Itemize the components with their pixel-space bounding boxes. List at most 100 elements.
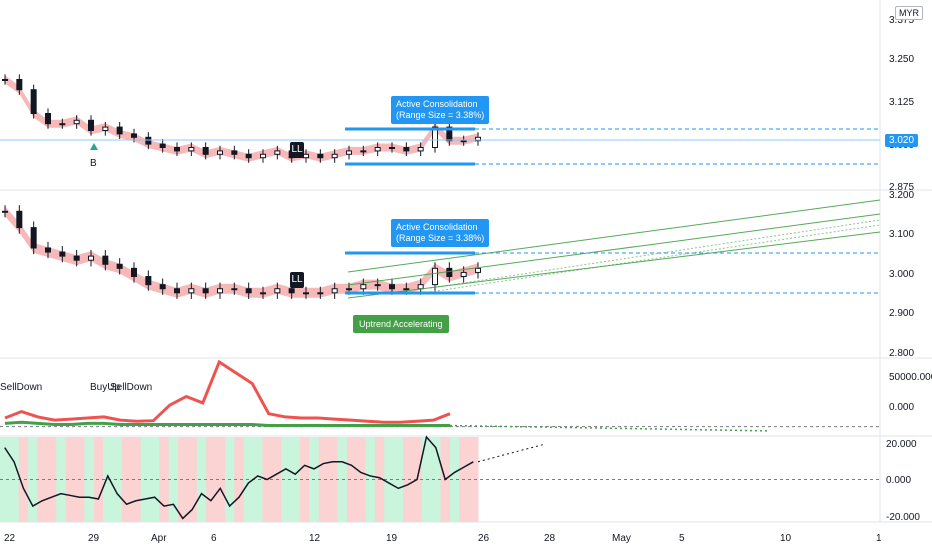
- x-axis-label: Apr: [151, 533, 167, 544]
- x-axis-label: 5: [679, 533, 685, 544]
- candle-body: [331, 288, 338, 294]
- osc-tick-label: -20.000: [886, 512, 920, 523]
- osc-bg-bar: [46, 437, 57, 522]
- currency-badge[interactable]: MYR: [895, 6, 923, 20]
- candle-body: [245, 153, 252, 159]
- candle-body: [145, 136, 152, 145]
- osc-bg-bar: [65, 437, 76, 522]
- candle-body: [45, 247, 51, 253]
- candle-body: [217, 288, 223, 294]
- flow-label: BuyUp: [90, 382, 120, 393]
- osc-bg-bar: [0, 437, 10, 522]
- uptrend-callout: Uptrend Accelerating: [353, 315, 449, 333]
- candle-body: [303, 153, 309, 159]
- price-tick-label: 2.875: [889, 182, 914, 193]
- x-axis-label: 1: [876, 533, 882, 544]
- candle-body: [446, 267, 453, 278]
- candle-body: [131, 267, 137, 278]
- candle-body: [2, 210, 8, 213]
- price-tick-label: 3.375: [889, 15, 914, 26]
- osc-bg-bar: [253, 437, 263, 522]
- candle-body: [460, 271, 467, 277]
- osc-bg-bar: [403, 437, 413, 522]
- price-tick-label: 3.200: [889, 190, 914, 201]
- ll-marker-bottom: LL: [290, 272, 304, 288]
- candle-body: [188, 147, 195, 152]
- candle-body: [475, 136, 481, 142]
- osc-bg-bar: [131, 437, 142, 522]
- candle-body: [45, 113, 51, 125]
- osc-bg-bar: [431, 437, 442, 522]
- volume-tick-label: 0.000: [889, 402, 914, 413]
- candle-body: [59, 251, 66, 257]
- candle-body: [2, 79, 8, 81]
- buy-marker-icon: [90, 143, 98, 150]
- trend-channel-line: [429, 224, 881, 293]
- osc-bg-bar: [196, 437, 207, 522]
- candle-body: [116, 126, 123, 135]
- candle-body: [303, 292, 309, 295]
- candle-body: [30, 227, 37, 249]
- x-axis-label: 12: [309, 533, 321, 544]
- price-tick-label: 3.100: [889, 229, 914, 240]
- candle-body: [131, 133, 137, 138]
- last-price-tag: 3.020: [885, 134, 919, 147]
- x-axis-label: May: [612, 533, 631, 544]
- candle-body: [432, 126, 438, 148]
- callout-line2: (Range Size = 3.38%): [396, 110, 485, 120]
- candle-body: [360, 150, 367, 153]
- candle-body: [317, 292, 324, 295]
- candle-body: [360, 284, 367, 290]
- x-axis-label: 10: [780, 533, 792, 544]
- volume-projection: [449, 424, 771, 432]
- candle-body: [389, 284, 395, 290]
- candle-body: [446, 126, 453, 142]
- callout-line1: Active Consolidation: [396, 99, 478, 109]
- osc-bg-bar: [318, 437, 329, 522]
- candle-body: [188, 288, 195, 294]
- osc-bg-bar: [449, 437, 460, 522]
- candle-body: [88, 255, 94, 261]
- osc-tick-label: 0.000: [886, 475, 911, 486]
- consolidation-callout-top: Active Consolidation (Range Size = 3.38%…: [391, 96, 490, 124]
- candle-body: [403, 147, 410, 152]
- candle-body: [16, 79, 23, 91]
- trend-channel-line: [347, 199, 881, 273]
- osc-bg-bar: [384, 437, 395, 522]
- osc-bg-bar: [149, 437, 160, 522]
- callout-line2: (Range Size = 3.38%): [396, 233, 485, 243]
- candle-body: [274, 288, 281, 294]
- callout-line1: Active Consolidation: [396, 222, 478, 232]
- ma-band-bottom: [5, 206, 478, 298]
- candle-body: [374, 284, 381, 287]
- buy-marker-label: B: [90, 158, 97, 169]
- osc-bg-bar: [299, 437, 310, 522]
- candle-body: [59, 123, 66, 126]
- candle-body: [217, 150, 223, 155]
- price-tick-label: 3.250: [889, 54, 914, 65]
- candle-body: [245, 288, 252, 294]
- osc-tick-label: 20.000: [886, 439, 917, 450]
- candle-body: [417, 147, 424, 152]
- candle-body: [274, 150, 281, 155]
- candle-body: [317, 153, 324, 159]
- x-axis-label: 22: [4, 533, 16, 544]
- candle-body: [288, 288, 295, 294]
- candle-body: [159, 143, 166, 149]
- consolidation-callout-bottom: Active Consolidation (Range Size = 3.38%…: [391, 219, 490, 247]
- candle-body: [460, 140, 467, 143]
- candle-body: [331, 153, 338, 159]
- oscillator-projection: [477, 443, 546, 463]
- x-axis-label: 28: [544, 533, 556, 544]
- candle-body: [403, 288, 410, 291]
- x-axis-label: 29: [88, 533, 100, 544]
- price-tick-label: 3.125: [889, 97, 914, 108]
- osc-bg-bar: [215, 437, 226, 522]
- osc-bg-bar: [346, 437, 357, 522]
- candle-body: [260, 292, 266, 295]
- flow-label: SellDown: [110, 382, 152, 393]
- candle-body: [102, 255, 109, 265]
- candle-body: [346, 288, 352, 291]
- candle-body: [174, 147, 180, 152]
